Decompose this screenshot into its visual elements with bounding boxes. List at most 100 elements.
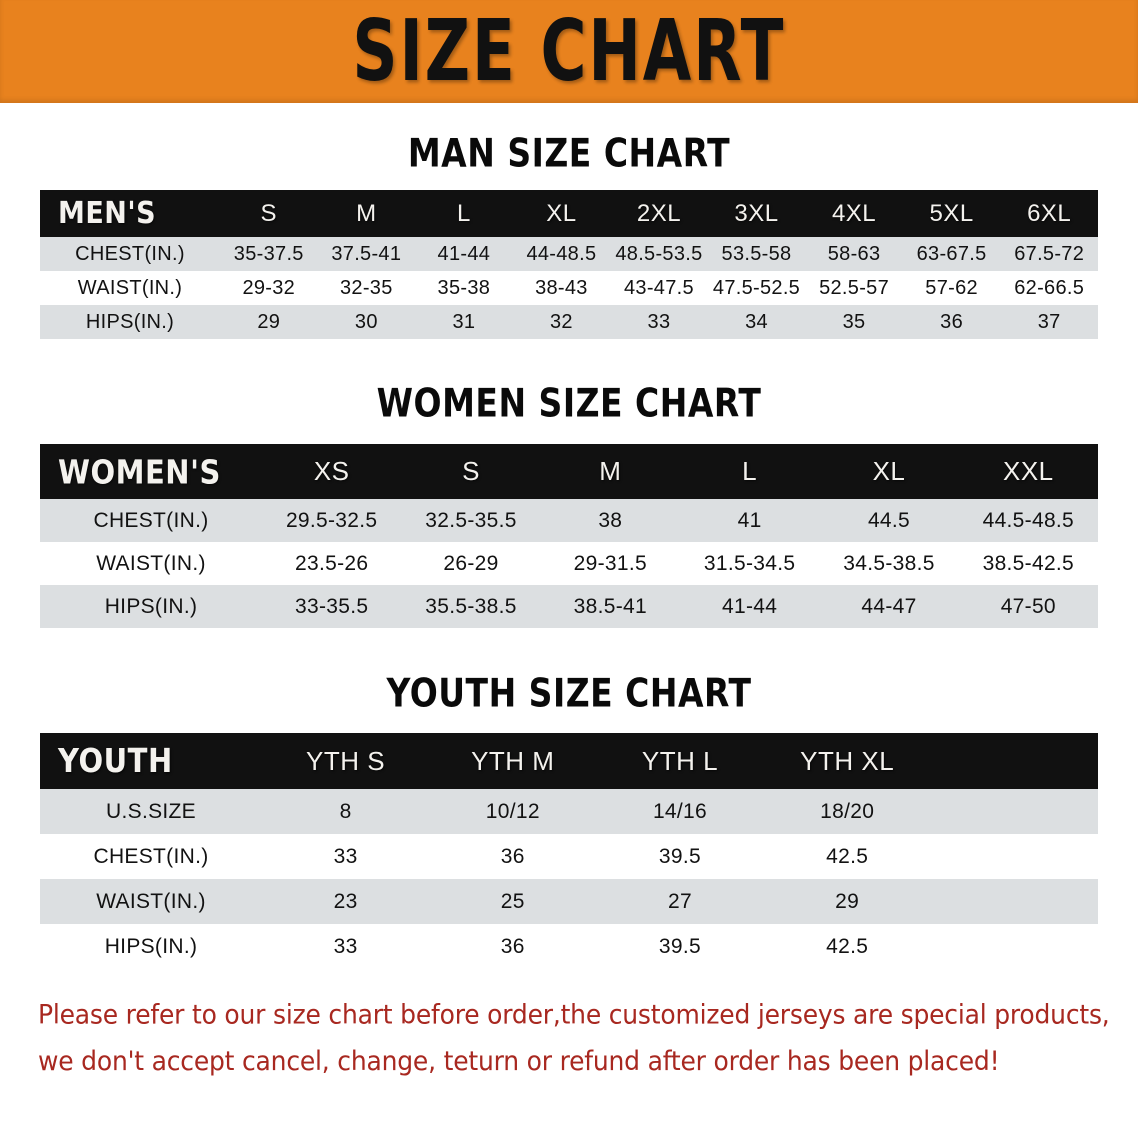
table-cell: 38 — [598, 508, 623, 532]
men-column-header: 2XL — [636, 199, 682, 227]
table-cell: 33 — [333, 844, 358, 868]
table-row: WAIST(IN.) 23.5-26 26-29 29-31.5 31.5-34.5 34… — [40, 542, 1098, 585]
table-cell: 58-63 — [827, 242, 881, 265]
women-row-label: HIPS(IN.) — [104, 594, 198, 618]
page-banner: SIZE CHART — [0, 0, 1138, 103]
men-column-header: 4XL — [831, 199, 877, 227]
youth-size-table: YOUTH YTH S YTH M YTH L YTH XL U.S.SIZE 8 10/1… — [40, 733, 1098, 969]
youth-column-header: YTH L — [641, 745, 719, 776]
table-cell: 36 — [940, 310, 964, 333]
table-row: U.S.SIZE 8 10/12 14/16 18/20 — [40, 789, 1098, 834]
women-column-header: L — [742, 456, 758, 486]
table-cell: 38.5-42.5 — [982, 551, 1075, 575]
table-cell: 42.5 — [826, 934, 869, 958]
women-section-title: WOMEN SIZE CHART — [376, 379, 762, 426]
table-cell: 30 — [354, 310, 378, 333]
table-header-row: YOUTH YTH S YTH M YTH L YTH XL — [40, 733, 1098, 789]
man-size-table: MEN'S S M L XL 2XL 3XL 4XL 5XL 6XL CHEST(IN.) 35-3… — [40, 190, 1098, 339]
women-row-label: CHEST(IN.) — [93, 508, 209, 532]
disclaimer-line-1: Please refer to our size chart before or… — [38, 998, 1110, 1030]
table-cell: 33-35.5 — [295, 594, 369, 618]
women-corner-label: WOMEN'S — [58, 452, 221, 491]
table-cell: 26-29 — [443, 551, 499, 575]
table-cell: 27 — [667, 889, 692, 913]
youth-row-label: CHEST(IN.) — [93, 844, 209, 868]
table-row: HIPS(IN.) 29 30 31 32 33 34 35 36 37 — [40, 305, 1098, 339]
youth-corner-label: YOUTH — [58, 741, 173, 781]
women-column-header: XS — [313, 456, 350, 486]
table-header-row: MEN'S S M L XL 2XL 3XL 4XL 5XL 6XL — [40, 190, 1098, 237]
table-cell: 31.5-34.5 — [703, 551, 796, 575]
table-cell: 32-35 — [339, 276, 393, 299]
men-column-header: L — [456, 199, 471, 227]
table-cell: 52.5-57 — [819, 276, 890, 299]
table-cell: 29 — [257, 310, 281, 333]
table-cell: 33 — [647, 310, 671, 333]
women-size-table: WOMEN'S XS S M L XL XXL CHEST(IN.) 29.5-32.5 32.… — [40, 444, 1098, 628]
table-cell: 14/16 — [652, 799, 707, 823]
table-cell-empty — [931, 834, 1098, 879]
table-cell: 38.5-41 — [573, 594, 647, 618]
table-cell-empty — [931, 789, 1098, 834]
table-cell: 53.5-58 — [721, 242, 792, 265]
table-cell: 63-67.5 — [916, 242, 987, 265]
table-cell: 44.5-48.5 — [982, 508, 1075, 532]
table-cell: 36 — [500, 844, 525, 868]
table-row: WAIST(IN.) 29-32 32-35 35-38 38-43 43-47.5 47.… — [40, 271, 1098, 305]
women-column-header: XL — [872, 456, 906, 486]
men-column-header: 3XL — [734, 199, 779, 227]
table-cell: 34 — [745, 310, 768, 333]
table-cell: 23 — [333, 889, 358, 913]
table-cell: 35-37.5 — [233, 242, 304, 265]
page-title: SIZE CHART — [352, 1, 786, 101]
table-cell: 29-31.5 — [573, 551, 647, 575]
men-row-label: HIPS(IN.) — [85, 310, 175, 333]
youth-row-label: WAIST(IN.) — [96, 889, 206, 913]
table-cell: 44.5 — [867, 508, 911, 532]
table-cell: 44-47 — [861, 594, 917, 618]
table-cell: 41-44 — [437, 242, 491, 265]
table-cell: 57-62 — [925, 276, 978, 299]
men-column-header: XL — [546, 199, 577, 227]
table-cell: 8 — [339, 799, 352, 823]
men-corner-label: MEN'S — [58, 196, 157, 231]
table-row: WAIST(IN.) 23 25 27 29 — [40, 879, 1098, 924]
table-cell: 47-50 — [1000, 594, 1056, 618]
women-column-header: S — [462, 456, 480, 486]
men-column-header: S — [260, 199, 278, 227]
table-cell: 67.5-72 — [1014, 242, 1085, 265]
table-cell: 41 — [737, 508, 762, 532]
table-cell: 43-47.5 — [623, 276, 694, 299]
table-cell: 29 — [835, 889, 860, 913]
women-column-header: XXL — [1002, 456, 1054, 486]
table-cell: 35-38 — [437, 276, 491, 299]
table-cell: 35 — [842, 310, 866, 333]
table-cell: 47.5-52.5 — [712, 276, 801, 299]
table-cell: 62-66.5 — [1014, 276, 1085, 299]
youth-column-header: YTH M — [471, 745, 555, 776]
youth-column-header-empty — [931, 733, 1098, 789]
table-cell: 32.5-35.5 — [425, 508, 517, 532]
table-cell: 35.5-38.5 — [425, 594, 517, 618]
table-cell: 34.5-38.5 — [843, 551, 935, 575]
men-row-label: WAIST(IN.) — [77, 276, 183, 299]
table-cell: 25 — [500, 889, 525, 913]
women-table-wrapper: WOMEN'S XS S M L XL XXL CHEST(IN.) 29.5-32.5 32.… — [0, 444, 1138, 628]
table-cell: 29.5-32.5 — [285, 508, 378, 532]
table-cell: 44-48.5 — [526, 242, 597, 265]
youth-column-header: YTH S — [306, 745, 386, 776]
table-cell-empty — [931, 879, 1098, 924]
disclaimer-line-2: we don't accept cancel, change, teturn o… — [38, 1045, 1000, 1077]
table-row: HIPS(IN.) 33 36 39.5 42.5 — [40, 924, 1098, 969]
men-row-label: CHEST(IN.) — [75, 242, 185, 265]
man-section-title: MAN SIZE CHART — [407, 129, 731, 176]
man-table-wrapper: MEN'S S M L XL 2XL 3XL 4XL 5XL 6XL CHEST(IN.) 35-3… — [0, 190, 1138, 339]
table-cell: 23.5-26 — [295, 551, 369, 575]
youth-row-label: U.S.SIZE — [106, 799, 196, 823]
table-cell: 39.5 — [658, 844, 701, 868]
youth-section-title: YOUTH SIZE CHART — [386, 669, 752, 716]
table-cell: 29-32 — [242, 276, 296, 299]
table-cell: 38-43 — [535, 276, 588, 299]
table-cell: 48.5-53.5 — [615, 242, 703, 265]
table-row: CHEST(IN.) 35-37.5 37.5-41 41-44 44-48.5 48.5… — [40, 237, 1098, 271]
